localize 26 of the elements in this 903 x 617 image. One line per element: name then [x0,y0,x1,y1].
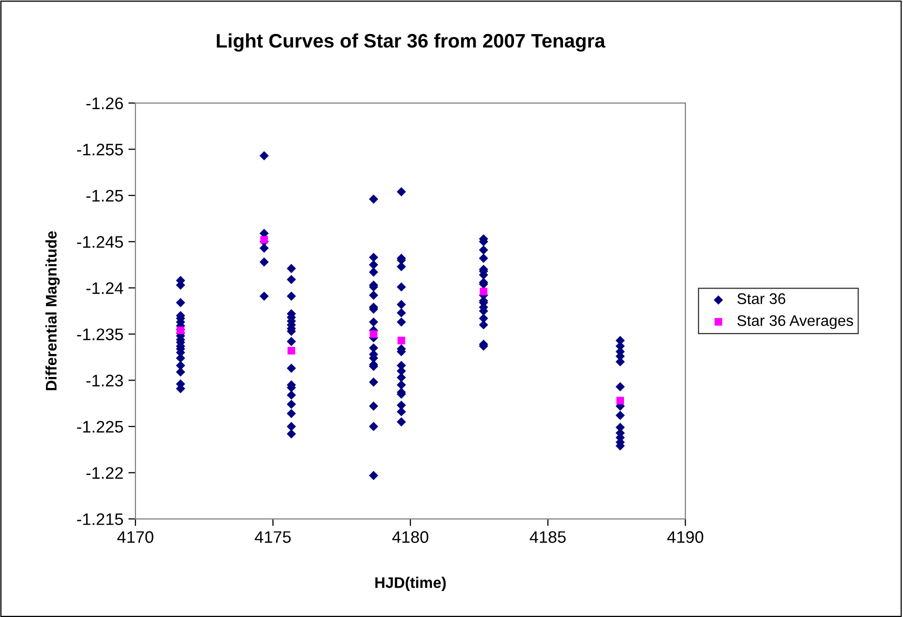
x-axis-title: HJD(time) [375,576,446,592]
y-tick-label: -1.225 [77,420,123,433]
x-tick-label: 4180 [392,531,428,543]
point [370,330,378,338]
point [398,336,406,344]
y-tick-label: -1.245 [77,236,123,248]
x-tick-label: 4170 [117,531,154,543]
y-tick-label: -1.215 [77,513,123,526]
x-tick-label: 4185 [530,531,566,543]
point [288,346,296,355]
point [480,288,488,296]
point [260,236,268,244]
y-axis-title: Differential Magnitude [45,231,60,390]
y-tick-label: -1.255 [77,144,123,156]
y-tick-label: -1.26 [86,97,123,110]
point [616,396,624,404]
chart-title: Light Curves of Star 36 from 2007 Tenagra [216,33,606,52]
legend-label: Star 36 Averages [737,315,854,330]
y-tick-label: -1.25 [86,190,123,202]
legend-label: Star 36 [737,293,786,304]
y-tick-label: -1.235 [77,328,123,340]
y-tick-label: -1.24 [86,282,124,294]
y-tick-label: -1.23 [86,374,123,386]
x-tick-label: 4175 [254,531,291,543]
y-tick-label: -1.22 [86,467,123,479]
x-tick-label: 4190 [667,531,704,543]
